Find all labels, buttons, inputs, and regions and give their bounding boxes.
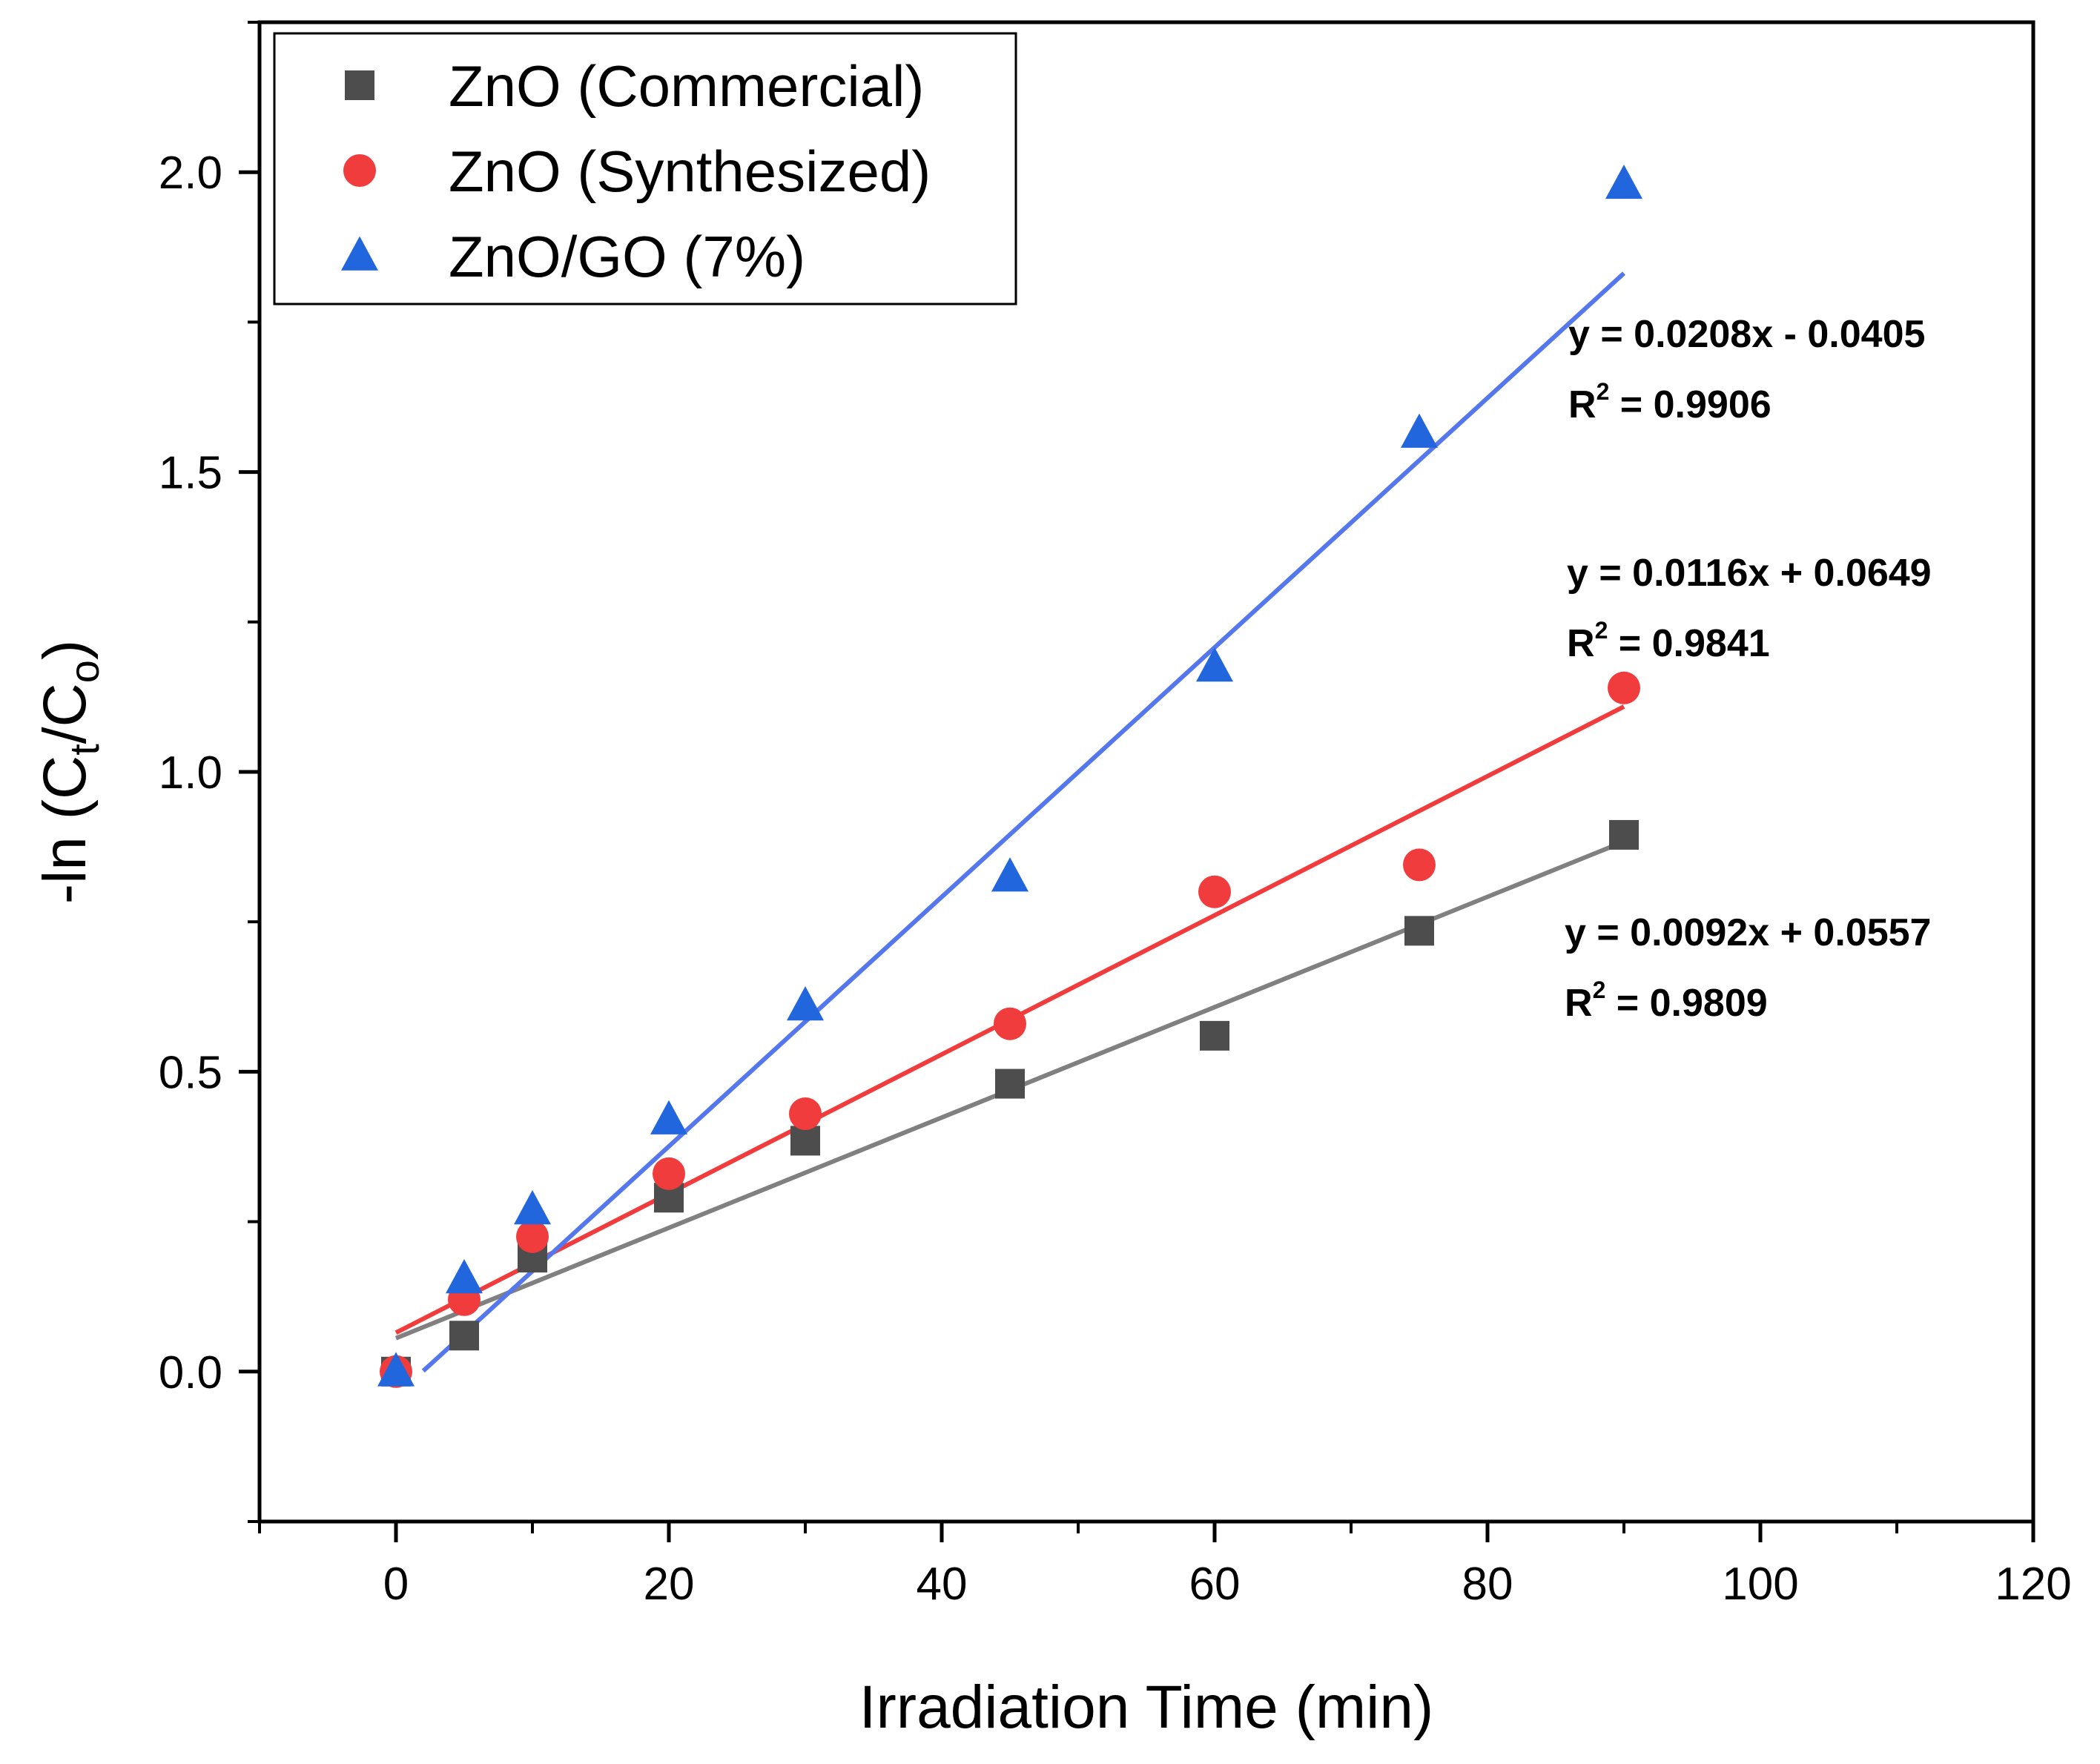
y-tick-label: 0.5 (159, 1047, 222, 1098)
data-point (790, 1126, 820, 1156)
data-point (995, 1068, 1025, 1099)
data-point (1196, 647, 1233, 682)
data-point (653, 1157, 685, 1190)
fit-lines (394, 271, 1626, 1373)
series-2-points (380, 671, 1640, 1388)
data-point (787, 986, 824, 1021)
r-squared-label: R2 = 0.9809 (1565, 977, 1768, 1025)
legend-marker (345, 70, 374, 100)
x-tick-label: 20 (644, 1559, 695, 1610)
y-axis-title-sub-o: o (61, 660, 108, 683)
legend-box (273, 32, 1017, 305)
y-tick-label: 1.0 (159, 747, 222, 799)
data-point (994, 1007, 1026, 1040)
x-tick-label: 60 (1189, 1559, 1241, 1610)
r-squared-letter: R (1567, 622, 1595, 665)
r-squared-exponent: 2 (1593, 977, 1606, 1003)
x-tick-label: 40 (917, 1559, 968, 1610)
x-tick-label: 100 (1722, 1559, 1798, 1610)
r-squared-exponent: 2 (1597, 378, 1610, 405)
y-axis-title: -ln (Ct/Co) (31, 640, 108, 904)
data-point (1404, 916, 1434, 946)
r-squared-value: = 0.9906 (1609, 383, 1771, 426)
r-squared-letter: R (1568, 383, 1597, 426)
r-squared-letter: R (1565, 982, 1593, 1025)
data-point (991, 857, 1028, 892)
r-squared-value: = 0.9809 (1605, 982, 1767, 1025)
r-squared-label: R2 = 0.9906 (1568, 378, 1772, 426)
legend-label: ZnO (Synthesized) (449, 139, 931, 204)
data-point (650, 1100, 687, 1134)
y-axis: 0.0 0.5 1.0 1.5 2.0 (159, 21, 260, 1523)
x-axis: 0 20 40 60 80 100 120 (258, 1522, 2072, 1610)
x-tick-label: 80 (1462, 1559, 1513, 1610)
r-squared-label: R2 = 0.9841 (1567, 617, 1770, 665)
r-squared-value: = 0.9841 (1608, 622, 1769, 665)
data-point (514, 1190, 551, 1225)
fit-line-3 (421, 271, 1626, 1373)
data-point (1609, 819, 1639, 850)
legend: ZnO (Commercial) ZnO (Synthesized) ZnO/GO … (273, 32, 1017, 305)
y-axis-title-mid: /C (31, 683, 99, 744)
y-axis-title-sub-t: t (61, 744, 108, 756)
legend-label: ZnO (Commercial) (449, 53, 924, 119)
y-tick-label: 2.0 (159, 148, 222, 199)
data-point (516, 1220, 549, 1253)
data-point (1401, 413, 1438, 448)
x-tick-label: 120 (1995, 1559, 2071, 1610)
x-tick-label: 0 (383, 1559, 409, 1610)
y-axis-title-suffix: ) (31, 640, 99, 660)
data-point (446, 1259, 483, 1294)
legend-label: ZnO/GO (7%) (449, 224, 805, 289)
data-markers (377, 164, 1642, 1388)
data-point (377, 1352, 415, 1387)
data-point (449, 1321, 479, 1351)
legend-marker (343, 154, 376, 187)
y-tick-label: 0.0 (159, 1347, 222, 1398)
y-axis-title-prefix: -ln (C (31, 756, 99, 904)
data-point (1403, 848, 1436, 882)
x-axis-title: Irradiation Time (min) (859, 1674, 1434, 1741)
fit-equation: y = 0.0116x + 0.0649 (1567, 552, 1932, 595)
legend-marker (341, 236, 378, 271)
fit-equation: y = 0.0208x - 0.0405 (1568, 313, 1925, 356)
series-3-points (377, 164, 1642, 1387)
data-point (1200, 1020, 1229, 1051)
fit-equation: y = 0.0092x + 0.0557 (1565, 911, 1931, 954)
r-squared-exponent: 2 (1595, 617, 1608, 644)
series-1-points (381, 819, 1639, 1387)
y-tick-label: 1.5 (159, 448, 222, 499)
data-point (1198, 875, 1231, 908)
data-point (789, 1097, 822, 1131)
data-point (1605, 164, 1642, 199)
data-point (1608, 671, 1640, 704)
